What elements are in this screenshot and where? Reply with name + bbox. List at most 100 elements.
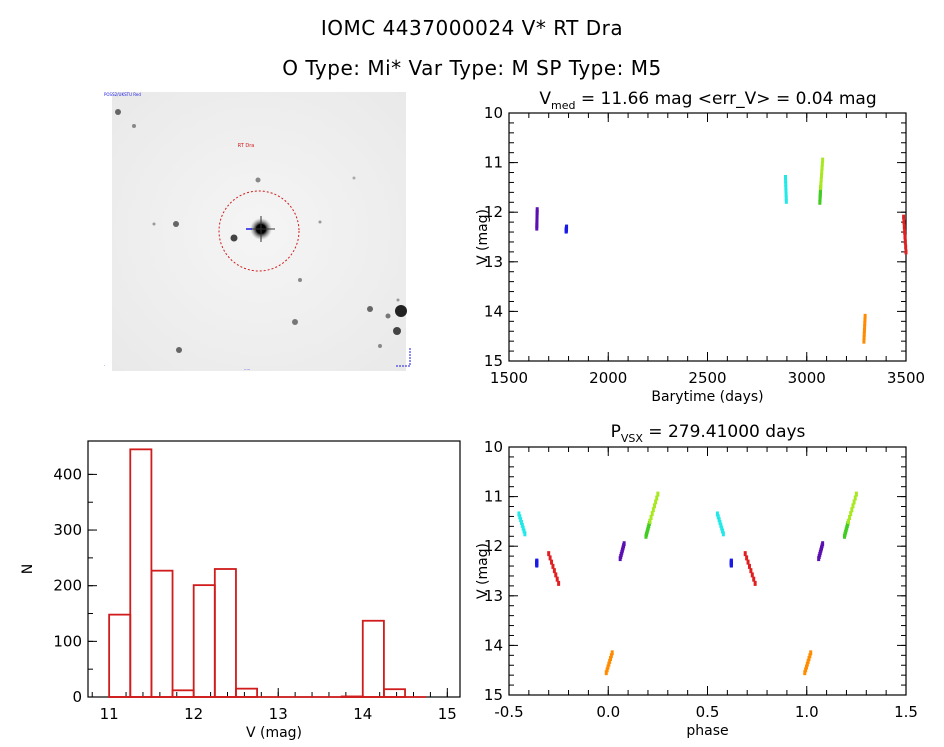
data-point [605, 667, 609, 673]
data-point [749, 568, 753, 574]
x-tick-label: 1500 [490, 369, 528, 387]
data-point [555, 576, 559, 582]
data-point [904, 249, 908, 255]
data-point [807, 656, 811, 662]
y-tick-label: 100 [53, 632, 82, 650]
y-axis-label: V (mag) [475, 209, 491, 265]
panel-title: Vmed = 11.66 mag <err_V> = 0.04 mag [539, 89, 876, 112]
data-point [863, 313, 867, 319]
data-point [809, 650, 813, 656]
data-point [747, 563, 751, 569]
y-tick-label: 15 [484, 352, 503, 370]
data-point [550, 559, 554, 565]
data-point [903, 234, 907, 240]
histogram-bar [150, 569, 174, 698]
data-point [717, 517, 721, 523]
data-point [805, 661, 809, 667]
y-tick-label: 11 [484, 154, 503, 172]
data-point [820, 161, 824, 167]
data-point [863, 317, 867, 323]
data-point [519, 519, 523, 525]
data-point [652, 503, 656, 509]
data-point [651, 507, 655, 513]
data-point [862, 335, 866, 341]
histogram-bar [235, 687, 258, 698]
data-point [518, 514, 522, 520]
histogram-bar [383, 688, 406, 698]
compass [396, 347, 411, 367]
data-point [520, 522, 524, 528]
data-point [851, 503, 855, 509]
y-tick-label: 200 [53, 577, 82, 595]
data-point [608, 658, 612, 664]
data-point [656, 491, 660, 497]
data-point [784, 191, 788, 197]
data-point [784, 198, 788, 204]
data-point [609, 653, 613, 659]
chart-title: IOMC 4437000024 V* RT Dra [320, 16, 624, 40]
data-point [821, 541, 825, 547]
data-point [784, 185, 788, 191]
data-point [649, 515, 653, 521]
data-point [854, 491, 858, 497]
data-point [743, 551, 747, 557]
y-tick-label: 14 [484, 302, 503, 320]
data-point [548, 555, 552, 561]
sky-image-panel: RT Dra POSS2/UKSTU Red · ····· [104, 92, 411, 372]
data-point [821, 157, 825, 163]
data-point [719, 522, 723, 528]
x-tick-label: 15 [438, 705, 457, 723]
data-point [554, 572, 558, 578]
data-point [716, 514, 720, 520]
data-point [848, 515, 852, 521]
data-point [565, 224, 569, 230]
data-point [784, 181, 788, 187]
chart-subtitle: O Type: Mi* Var Type: M SP Type: M5 [282, 56, 662, 80]
x-axis-label: Barytime (days) [651, 389, 763, 405]
histogram-chart: 11 12 13 14 15 0 100 200 300 400 V (mag) N [20, 440, 461, 741]
panel-title: PVSX = 279.41000 days [611, 422, 806, 445]
data-point [519, 517, 523, 523]
data-point [609, 656, 613, 662]
data-point [552, 568, 556, 574]
y-tick-label: 400 [53, 465, 82, 483]
data-point [535, 220, 539, 226]
data-point [903, 229, 907, 235]
data-point [784, 178, 788, 184]
data-point [606, 664, 610, 670]
y-tick-label: 14 [484, 636, 503, 654]
y-tick-label: 300 [53, 521, 82, 539]
data-point [745, 555, 749, 561]
lightcurve-chart: 1500 2000 2500 3000 3500 10 11 12 13 14 15 Barytime… [475, 89, 925, 405]
y-tick-label: 0 [72, 688, 82, 706]
y-tick-label: 11 [484, 488, 503, 506]
x-tick-label: 3000 [788, 369, 826, 387]
plot-frame [87, 440, 461, 698]
data-point [820, 165, 824, 171]
histogram-bar [213, 568, 237, 698]
histogram-bar [192, 584, 216, 698]
target-label: RT Dra [238, 143, 255, 149]
data-point [752, 576, 756, 582]
x-tick-label: 1.0 [795, 703, 819, 721]
data-point [604, 670, 608, 676]
x-tick-label: 11 [100, 705, 119, 723]
y-tick-label: 13 [484, 253, 503, 271]
phased-chart: -0.5 0.0 0.5 1.0 1.5 10 11 12 13 14 15 phase V (mag)… [475, 422, 918, 739]
data-point [750, 572, 754, 578]
data-point [720, 525, 724, 531]
data-point [863, 320, 867, 326]
x-tick-label: 0.5 [696, 703, 720, 721]
data-point [863, 324, 867, 330]
data-point [784, 188, 788, 194]
data-point [753, 580, 757, 586]
data-point [715, 511, 719, 517]
data-point [849, 511, 853, 517]
data-point [610, 650, 614, 656]
bottom-center-label: ····· [244, 367, 250, 372]
survey-label: POSS2/UKSTU Red [104, 92, 141, 97]
x-tick-label: -0.5 [494, 703, 523, 721]
y-tick-label: 10 [484, 438, 503, 456]
data-point [862, 328, 866, 334]
